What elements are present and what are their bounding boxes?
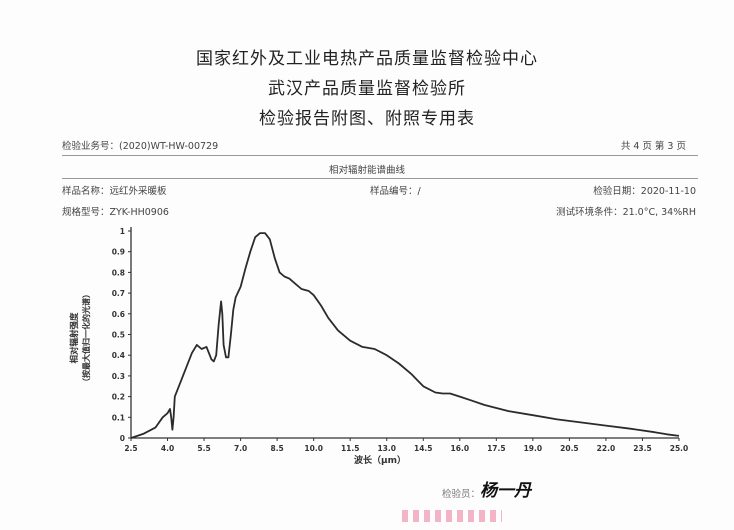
header-line-1: 国家红外及工业电热产品质量监督检验中心 [196, 49, 538, 69]
x-axis-label: 波长（μm） [354, 454, 406, 466]
series-group [130, 232, 680, 439]
figure-title: 相对辐射能谱曲线 [328, 165, 405, 176]
y-axis-label: 相对辐射强度 （按最大值归一化的光谱） [69, 290, 91, 386]
sample-number: 样品编号：/ [370, 186, 421, 197]
y-tick-label: 0.9 [112, 248, 125, 257]
y-tick-label: 0 [120, 434, 125, 443]
y-tick-label: 0.3 [112, 372, 125, 381]
title-rule [62, 178, 698, 179]
y-tick-label: 0.1 [112, 413, 125, 422]
x-tick-label: 22.0 [597, 444, 616, 453]
x-tick-label: 23.5 [633, 444, 652, 453]
sample-name: 样品名称：远红外采暖板 [62, 186, 167, 197]
x-tick-label: 8.5 [270, 444, 283, 453]
chart-axes [130, 227, 679, 439]
test-conditions: 测试环境条件：21.0°C, 34%RH [556, 207, 696, 218]
x-tick-label: 2.5 [124, 444, 137, 453]
y-tick-label: 0.6 [112, 310, 125, 319]
inspector-label: 检验员： [442, 489, 481, 500]
x-tick-label: 20.5 [560, 444, 579, 453]
top-rule [62, 155, 698, 156]
y-axis-label-line-2: （按最大值归一化的光谱） [81, 290, 91, 386]
y-tick-label: 0.8 [112, 268, 125, 277]
x-tick-label: 13.0 [377, 444, 396, 453]
y-tick-label: 0.5 [112, 331, 125, 340]
stamp-fragment [402, 510, 502, 522]
y-tick-label: 0.2 [112, 393, 125, 402]
x-tick-label: 5.5 [197, 444, 210, 453]
model: 规格型号：ZYK-HH0906 [62, 207, 169, 218]
page-number: 共 4 页 第 3 页 [620, 141, 686, 152]
x-tick-label: 11.5 [341, 444, 360, 453]
x-tick-label: 14.5 [414, 444, 433, 453]
spectrum-line [130, 232, 680, 439]
x-tick-label: 4.0 [161, 444, 174, 453]
x-ticks: 2.5 4.0 5.5 7.0 8.5 10.0 11.5 13.0 14.5 16.0 17.5 1… [124, 438, 688, 453]
header-line-2: 武汉产品质量监督检验所 [268, 79, 466, 99]
business-number: 检验业务号：(2020)WT-HW-00729 [62, 141, 219, 152]
y-tick-label: 1 [120, 227, 125, 236]
x-tick-label: 7.0 [234, 444, 247, 453]
test-date: 检验日期：2020-11-10 [593, 186, 696, 197]
inspector-signature: 杨一丹 [480, 481, 531, 501]
y-tick-label: 0.4 [112, 351, 125, 360]
x-tick-label: 25.0 [670, 444, 689, 453]
x-tick-label: 10.0 [304, 444, 323, 453]
x-tick-label: 16.0 [451, 444, 470, 453]
y-ticks: 0 0.1 0.2 0.3 0.4 0.5 0.6 0.7 0.8 0.9 1 [112, 227, 131, 443]
x-tick-label: 19.0 [524, 444, 543, 453]
y-tick-label: 0.7 [112, 289, 125, 298]
x-tick-label: 17.5 [487, 444, 506, 453]
header-line-3: 检验报告附图、附照专用表 [259, 109, 475, 129]
y-axis-label-line-1: 相对辐射强度 [69, 312, 80, 364]
